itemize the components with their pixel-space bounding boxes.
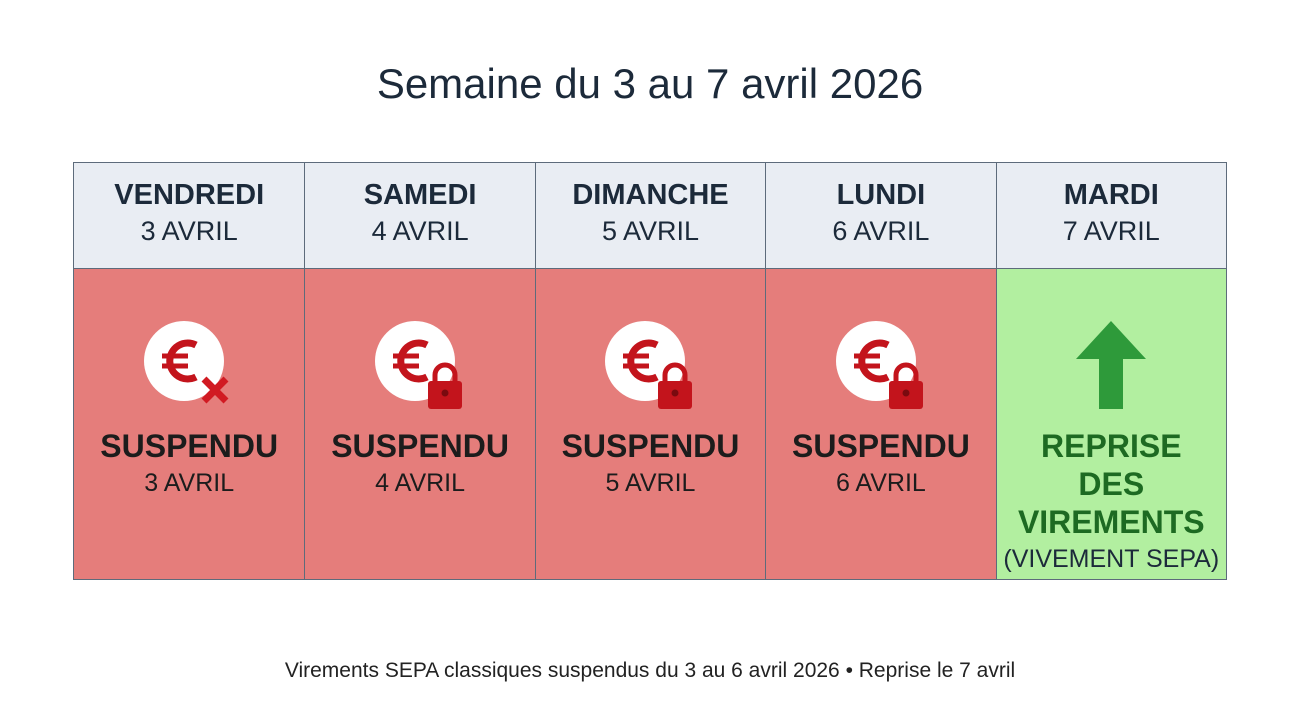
day-body: REPRISE DES VIREMENTS (VIVEMENT SEPA) [996,269,1226,579]
day-column: MARDI 7 AVRIL REPRISE DES VIREMENTS (VIV… [995,163,1226,579]
detail: 4 AVRIL [375,469,466,497]
status: REPRISE DES VIREMENTS [1017,428,1205,540]
day-name: LUNDI [836,179,926,211]
day-name: MARDI [1063,179,1159,211]
title: Semaine du 3 au 7 avril 2026 [376,60,924,107]
day-header: LUNDI 6 AVRIL [766,163,996,269]
day-column: VENDREDI 3 AVRIL SUSPENDU 3 AVRIL [74,163,305,579]
up-arrow-icon [1076,321,1147,409]
day-header: MARDI 7 AVRIL [996,163,1226,269]
euro-lock-icon [605,321,693,409]
detail: 6 AVRIL [835,469,926,497]
day-date: 3 AVRIL [140,216,238,246]
footer-note: Virements SEPA classiques suspendus du 3… [284,659,1016,682]
day-body: SUSPENDU 5 AVRIL [535,269,766,579]
euro-lock-icon [835,321,923,409]
detail: (VIVEMENT SEPA) [1003,545,1220,573]
day-body: SUSPENDU 3 AVRIL [74,269,305,579]
day-header: SAMEDI 4 AVRIL [305,163,535,269]
day-date: 7 AVRIL [1062,216,1160,246]
day-column: LUNDI 6 AVRIL SUSPENDU 6 AVRIL [765,163,996,579]
detail: 5 AVRIL [605,469,696,497]
day-header: VENDREDI 3 AVRIL [74,163,305,269]
day-name: VENDREDI [114,179,265,211]
status: SUSPENDU [791,428,970,464]
day-date: 4 AVRIL [371,216,469,246]
week-grid: VENDREDI 3 AVRIL SUSPENDU 3 AVRIL SAMEDI… [73,162,1227,580]
day-date: 6 AVRIL [832,216,930,246]
day-body: SUSPENDU 4 AVRIL [305,269,535,579]
status: SUSPENDU [331,428,509,464]
euro-cancel-icon [144,321,229,404]
euro-lock-icon [375,321,463,409]
status: SUSPENDU [561,428,740,464]
day-body: SUSPENDU 6 AVRIL [766,269,996,579]
status: SUSPENDU [100,428,279,464]
detail: 3 AVRIL [144,469,235,497]
day-header: DIMANCHE 5 AVRIL [535,163,766,269]
day-name: DIMANCHE [572,179,729,211]
day-date: 5 AVRIL [601,216,700,246]
day-column: SAMEDI 4 AVRIL SUSPENDU 4 AVRIL [304,163,535,579]
day-name: SAMEDI [363,179,477,211]
day-column: DIMANCHE 5 AVRIL SUSPENDU 5 AVRIL [534,163,766,579]
